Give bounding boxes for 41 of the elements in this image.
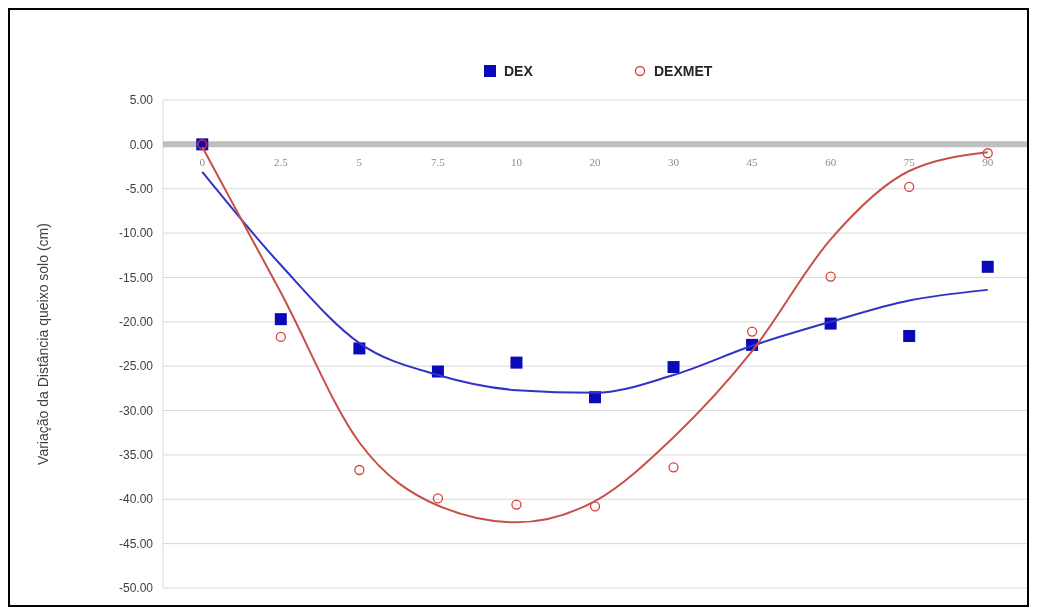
legend-label: DEX (504, 62, 534, 79)
x-tick-label: 60 (825, 156, 837, 169)
point (354, 464, 365, 476)
point (982, 148, 993, 159)
point (903, 330, 916, 343)
point (668, 462, 679, 473)
point (981, 260, 994, 273)
x-tick-label: 2.5 (273, 156, 289, 169)
x-tick-label: 90 (982, 156, 994, 169)
point (589, 501, 601, 512)
x-tick-label: 7.5 (431, 156, 446, 169)
y-tick-label: -45.00 (118, 536, 154, 551)
x-tick-label: 5 (356, 156, 363, 169)
y-tick-label: -35.00 (118, 448, 154, 463)
y-tick-label: -20.00 (118, 315, 154, 330)
y-tick-label: -10.00 (118, 226, 154, 241)
y-tick-label: -40.00 (118, 492, 154, 507)
y-tick-label: -15.00 (118, 270, 154, 285)
point (746, 326, 758, 337)
y-tick-label: 5.00 (129, 93, 154, 108)
x-tick-label: 0 (199, 156, 206, 169)
y-tick-label: -25.00 (118, 359, 154, 374)
point (667, 361, 680, 374)
y-tick-label: -5.00 (125, 181, 154, 196)
point (274, 313, 287, 326)
legend-label: DEXMET (654, 62, 713, 79)
y-tick-label: -30.00 (118, 403, 154, 418)
x-tick-label: 20 (589, 156, 601, 169)
x-tick-label: 45 (746, 156, 759, 169)
x-tick-label: 30 (668, 156, 680, 169)
point (432, 493, 444, 504)
point (511, 499, 522, 510)
x-tick-label: 75 (903, 156, 916, 169)
y-tick-label: -50.00 (118, 581, 154, 596)
point (825, 271, 836, 282)
point (510, 356, 523, 369)
x-tick-label: 10 (510, 156, 523, 169)
y-tick-label: 0.00 (129, 137, 154, 152)
point (275, 331, 286, 343)
point (904, 181, 915, 193)
y-axis-title: Variação da Distância queixo solo (cm) (35, 223, 51, 465)
